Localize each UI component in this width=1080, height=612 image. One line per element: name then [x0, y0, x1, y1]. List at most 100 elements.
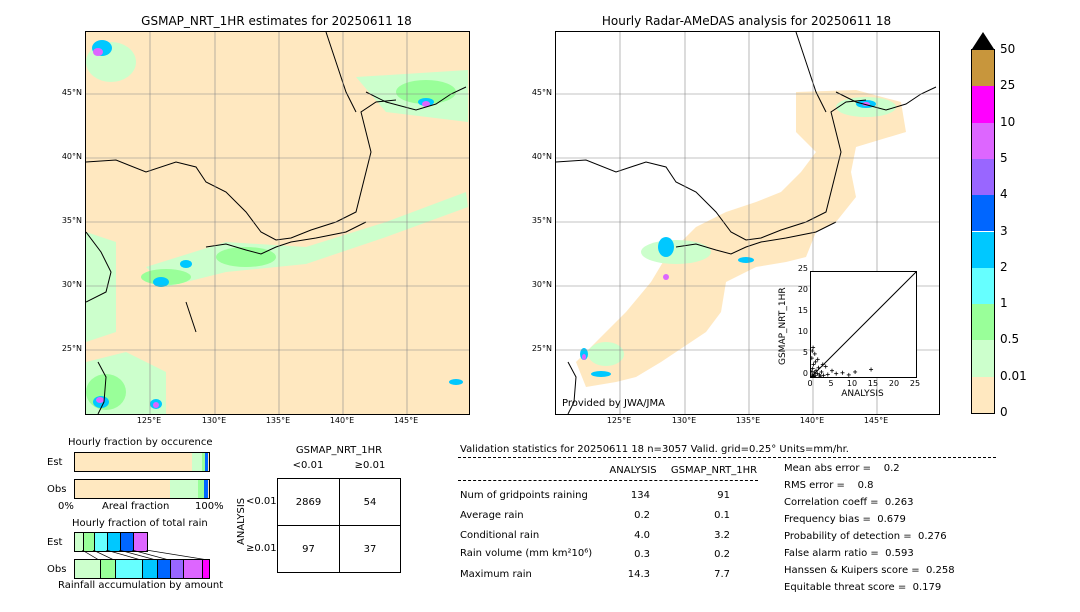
- scatter-ytick-10: 10: [797, 327, 808, 336]
- scatter-point: [820, 362, 825, 367]
- colorbar-segment: [972, 267, 994, 305]
- total-rain-est-seg2: [84, 533, 95, 551]
- occurrence-obs-label: Obs: [47, 484, 67, 495]
- colorbar-segment: [972, 158, 994, 196]
- validation-col-gsmap: GSMAP_NRT_1HR: [670, 465, 758, 476]
- occurrence-axis-mid: Areal fraction: [102, 501, 170, 512]
- total-rain-est-seg4: [108, 533, 121, 551]
- colorbar-label: 1: [1000, 296, 1008, 311]
- total-rain-est-seg3: [95, 533, 108, 551]
- diagonal-line: [810, 271, 917, 378]
- contingency-col-lt: <0.01: [292, 460, 324, 471]
- total-rain-est-bar: [74, 532, 148, 552]
- right-coastlines: [556, 32, 937, 414]
- scatter-xtick-10: 10: [846, 379, 858, 388]
- scatter-ytick-20: 20: [797, 285, 808, 294]
- colorbar: [971, 49, 995, 414]
- right-lon-145: 145°E: [863, 416, 889, 425]
- validation-row-gsmap: 3.2: [714, 530, 730, 541]
- occurrence-est-label: Est: [47, 457, 63, 468]
- left-lon-130: 130°E: [201, 416, 227, 425]
- colorbar-label: 5: [1000, 150, 1008, 165]
- validation-row-label: Average rain: [460, 510, 524, 521]
- scatter-point: [809, 369, 814, 374]
- score-hk: Hanssen & Kuipers score = 0.258: [784, 565, 955, 576]
- scatter-point: [809, 356, 814, 361]
- left-map-title: GSMAP_NRT_1HR estimates for 20250611 18: [141, 14, 412, 28]
- left-map-canvas: [86, 32, 469, 414]
- scatter-point: [830, 368, 834, 373]
- total-rain-obs-bar: [74, 559, 210, 579]
- validation-row-gsmap: 7.7: [714, 569, 730, 580]
- validation-header-rule: [458, 457, 996, 458]
- left-lat-45: 45°N: [61, 88, 82, 97]
- validation-col-analysis: ANALYSIS: [609, 465, 657, 476]
- right-lon-140: 140°E: [799, 416, 825, 425]
- total-rain-obs-seg2: [101, 560, 116, 578]
- colorbar-segment: [972, 50, 994, 87]
- coastlines: [86, 32, 467, 414]
- colorbar-segment: [972, 304, 994, 341]
- total-rain-est-seg5: [121, 533, 134, 551]
- left-lat-40: 40°N: [61, 152, 82, 161]
- colorbar-segment: [972, 86, 994, 123]
- validation-row-label: Conditional rain: [460, 530, 540, 541]
- scatter-ytick-0: 0: [802, 369, 808, 378]
- scatter-point: [812, 370, 817, 375]
- colorbar-label: 0.01: [1000, 368, 1027, 383]
- occurrence-est-moderate: [202, 453, 205, 471]
- total-rain-obs-seg5: [158, 560, 171, 578]
- validation-row-analysis: 0.3: [634, 549, 650, 560]
- total-rain-est-seg6: [134, 533, 147, 551]
- scatter-point: [815, 371, 820, 376]
- scatter-point: [811, 345, 816, 350]
- contingency-row-ge: ≥0.01: [246, 543, 277, 554]
- scatter-point: [811, 362, 816, 367]
- right-lon-130: 130°E: [671, 416, 697, 425]
- colorbar-segment: [972, 231, 994, 268]
- right-map-title: Hourly Radar-AMeDAS analysis for 2025061…: [601, 14, 892, 28]
- occurrence-obs-moderate: [198, 480, 204, 498]
- scatter-point: [813, 359, 818, 364]
- right-lon-135: 135°E: [735, 416, 761, 425]
- scatter-point: [810, 366, 815, 371]
- score-frequency-bias: Frequency bias = 0.679: [784, 514, 906, 525]
- validation-row-analysis: 14.3: [627, 569, 650, 580]
- scatter-point: [825, 372, 830, 377]
- score-rms-error: RMS error = 0.8: [784, 480, 874, 491]
- colorbar-segment: [972, 195, 994, 232]
- scatter-point: [853, 369, 858, 374]
- validation-row-label: Num of gridpoints raining: [460, 490, 588, 501]
- occurrence-obs-bar: [74, 479, 210, 499]
- right-map-canvas: [556, 32, 939, 414]
- left-lat-25: 25°N: [61, 344, 82, 353]
- colorbar-label: 0.5: [1000, 332, 1020, 347]
- validation-row-analysis: 0.2: [634, 510, 650, 521]
- total-rain-est-label: Est: [47, 537, 63, 548]
- validation-header: Validation statistics for 20250611 18 n=…: [460, 444, 849, 455]
- contingency-cell-false-alarm: 54: [339, 478, 401, 526]
- left-map: [85, 31, 470, 415]
- colorbar-segment: [972, 376, 994, 413]
- scatter-point: [819, 369, 824, 374]
- validation-row-gsmap: 0.2: [714, 549, 730, 560]
- analysis-coverage: [576, 90, 906, 387]
- colorbar-label: 10: [1000, 114, 1016, 129]
- scatter-ytick-25: 25: [797, 264, 808, 273]
- right-lon-125: 125°E: [606, 416, 632, 425]
- validation-row-gsmap: 0.1: [714, 510, 730, 521]
- validation-row-label: Maximum rain: [460, 569, 532, 580]
- right-lat-45: 45°N: [531, 88, 552, 97]
- occurrence-est-heavy: [205, 453, 208, 471]
- scatter-point: [812, 351, 817, 356]
- extreme-rain-areas: [93, 48, 430, 408]
- scatter-xtick-25: 25: [909, 379, 921, 388]
- left-lat-30: 30°N: [61, 280, 82, 289]
- left-lon-125: 125°E: [136, 416, 162, 425]
- colorbar-segment: [972, 340, 994, 377]
- contingency-cell-hits-none: 2869: [277, 478, 340, 526]
- right-lat-40: 40°N: [531, 152, 552, 161]
- occurrence-obs-heavy: [204, 480, 208, 498]
- contingency-col-ge: ≥0.01: [354, 460, 386, 471]
- validation-row-gsmap: 91: [717, 490, 730, 501]
